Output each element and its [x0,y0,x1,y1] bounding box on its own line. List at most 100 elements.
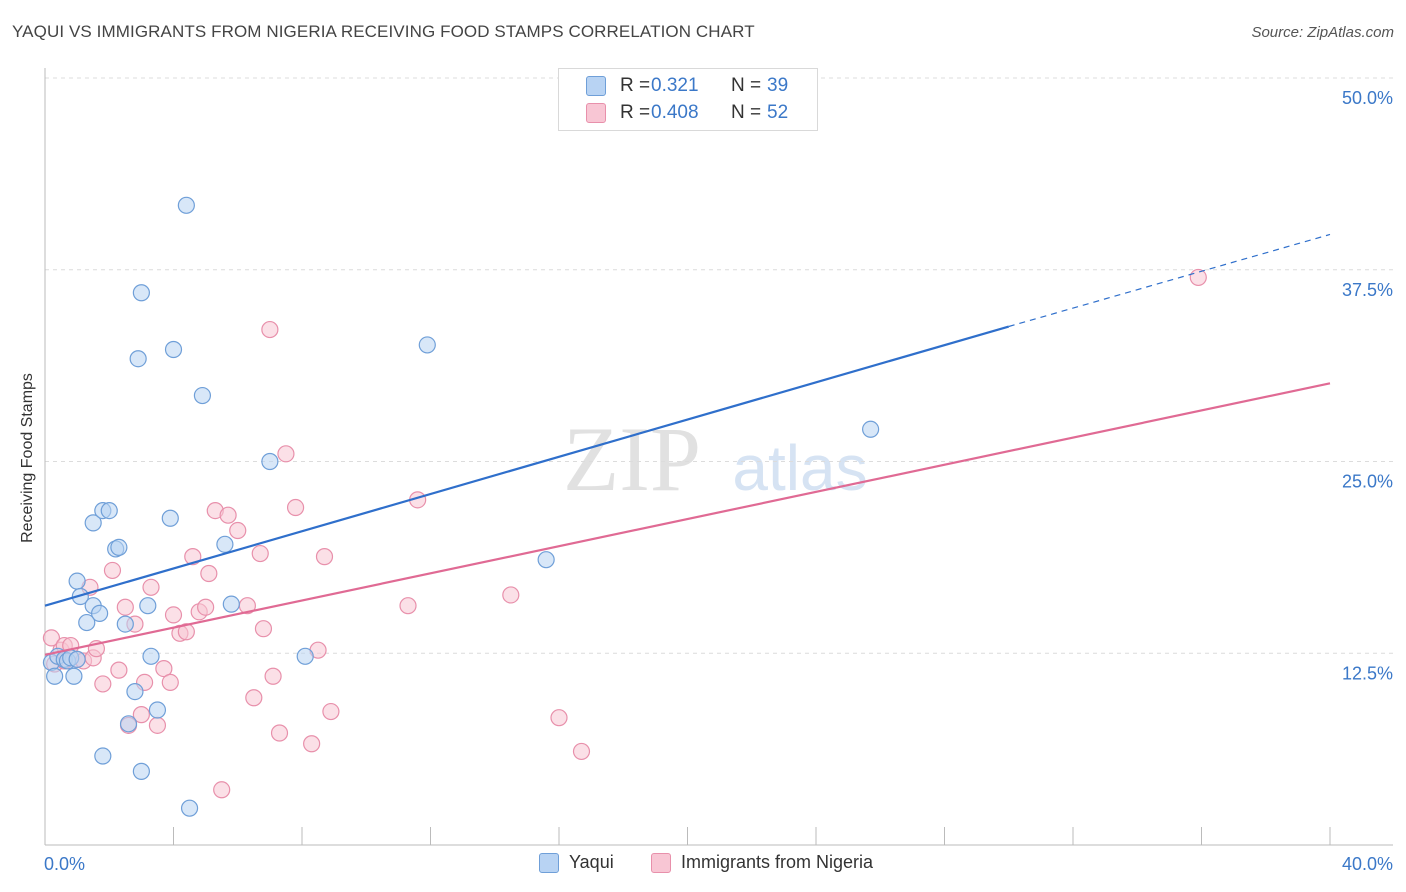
nigeria-point [270,724,289,742]
y-tick-label: 12.5% [1342,663,1393,683]
y-tick-label: 37.5% [1342,280,1393,300]
nigeria-point [303,735,321,753]
nigeria-point [286,498,305,517]
watermark-atlas: atlas [732,432,867,504]
nigeria-point [264,667,282,685]
y-tick-label: 50.0% [1342,88,1393,108]
tick-labels: 12.5% 25.0% 37.5% 50.0% 0.0% 40.0% [44,88,1393,874]
yaqui-point [129,350,147,368]
series-nigeria-points [42,268,1207,799]
yaqui-point [132,284,150,302]
yaqui-point [65,667,83,685]
yaqui-point [193,386,212,405]
yaqui-point [261,452,279,471]
legend-r-value: 0.408 [651,102,699,123]
nigeria-point [142,578,160,596]
trend-line-yaqui [44,325,1010,607]
yaqui-point [68,650,86,668]
legend-row-nigeria: R = 0.408 N = 52 [559,100,817,126]
trend-line-yaqui-extension [1008,233,1331,328]
nigeria-point [261,320,279,339]
nigeria-point [502,586,520,604]
yaqui-point [418,336,436,354]
legend-n-label: N = [731,102,762,123]
legend-swatch-yaqui [539,852,559,873]
correlation-legend: R = 0.321 N = 39 R = 0.408 N = 52 [558,68,818,131]
yaqui-point [296,647,314,665]
nigeria-point [277,445,295,463]
legend-n-label: N = [731,75,762,96]
gridlines [45,77,1393,654]
legend-r-value: 0.321 [651,75,699,96]
yaqui-point [148,701,167,719]
yaqui-point [78,613,96,632]
nigeria-point [572,742,591,761]
legend-row-yaqui: R = 0.321 N = 39 [559,73,817,99]
nigeria-point [1189,268,1207,287]
nigeria-point [94,675,112,693]
legend-n-value: 39 [767,75,789,96]
nigeria-point [229,521,247,540]
nigeria-point [197,598,215,616]
nigeria-point [254,620,273,638]
nigeria-point [315,548,334,566]
nigeria-point [177,623,195,641]
yaqui-point [139,597,157,615]
nigeria-point [148,716,167,734]
legend-swatch-nigeria [651,852,671,873]
yaqui-point [84,514,102,532]
nigeria-point [155,659,173,678]
nigeria-point [251,544,269,563]
source-label: Source: ZipAtlas.com [1251,24,1394,41]
yaqui-point [222,595,240,613]
legend-r-label: R = [620,75,651,96]
nigeria-point [110,661,128,679]
yaqui-point [94,747,112,765]
legend-item-nigeria[interactable]: Immigrants from Nigeria [651,852,873,873]
yaqui-point [119,715,138,733]
yaqui-point [177,196,195,214]
yaqui-point [537,551,555,569]
yaqui-point [100,501,118,520]
yaqui-point [110,538,128,557]
yaqui-point [116,615,134,633]
yaqui-point [161,509,179,527]
chart-title: YAQUI VS IMMIGRANTS FROM NIGERIA RECEIVI… [12,22,755,41]
series-legend: Yaqui Immigrants from Nigeria [0,852,1406,878]
x-tick-label: 40.0% [1342,854,1393,874]
x-tick-label: 0.0% [44,854,85,874]
legend-swatch-yaqui [586,76,606,96]
yaqui-point [862,420,880,438]
yaqui-point [180,799,199,817]
nigeria-point [103,561,122,580]
y-tick-label: 25.0% [1342,472,1393,492]
legend-r-label: R = [620,102,651,123]
nigeria-point [132,706,150,724]
yaqui-point [142,647,160,665]
axes [44,68,1393,846]
nigeria-point [164,606,183,624]
legend-item-yaqui[interactable]: Yaqui [539,852,614,873]
yaqui-point [164,340,183,359]
legend-label-yaqui: Yaqui [569,852,614,872]
watermark-zip: ZIP [563,408,701,510]
yaqui-point [68,572,86,590]
nigeria-point [213,781,231,799]
nigeria-point [219,506,237,524]
trend-lines [44,233,1331,656]
watermark: ZIP atlas [563,408,868,510]
nigeria-point [200,564,218,583]
legend-n-value: 52 [767,102,789,123]
yaqui-point [91,604,109,622]
yaqui-point [126,682,144,701]
nigeria-point [322,702,340,721]
nigeria-point [42,629,61,647]
legend-swatch-nigeria [586,103,606,123]
nigeria-point [245,689,263,707]
yaqui-point [216,535,234,553]
legend-label-nigeria: Immigrants from Nigeria [681,852,874,872]
trend-line-nigeria [44,382,1331,656]
yaqui-point [46,667,64,685]
nigeria-point [399,597,417,615]
